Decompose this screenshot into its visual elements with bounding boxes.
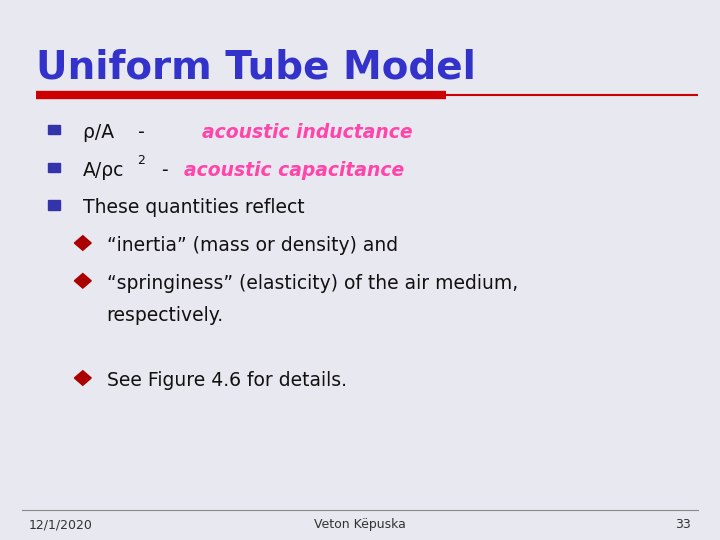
Text: -: - — [150, 160, 174, 180]
Text: ρ/A    -: ρ/A - — [83, 123, 150, 142]
Text: These quantities reflect: These quantities reflect — [83, 198, 305, 218]
Text: Uniform Tube Model: Uniform Tube Model — [36, 49, 476, 86]
Polygon shape — [74, 273, 91, 288]
Text: See Figure 4.6 for details.: See Figure 4.6 for details. — [107, 371, 346, 390]
Text: acoustic inductance: acoustic inductance — [202, 123, 413, 142]
Text: respectively.: respectively. — [107, 306, 224, 326]
Text: 2: 2 — [138, 154, 145, 167]
Text: 33: 33 — [675, 518, 691, 531]
Bar — [48, 163, 60, 172]
Polygon shape — [74, 235, 91, 250]
Text: “inertia” (mass or density) and: “inertia” (mass or density) and — [107, 236, 397, 255]
Text: A/ρc: A/ρc — [83, 160, 124, 180]
Bar — [48, 125, 60, 134]
Text: “springiness” (elasticity) of the air medium,: “springiness” (elasticity) of the air me… — [107, 274, 518, 293]
Text: Veton Këpuska: Veton Këpuska — [314, 518, 406, 531]
Bar — [48, 200, 60, 210]
Text: 12/1/2020: 12/1/2020 — [29, 518, 93, 531]
Polygon shape — [74, 370, 91, 386]
Text: acoustic capacitance: acoustic capacitance — [184, 160, 404, 180]
